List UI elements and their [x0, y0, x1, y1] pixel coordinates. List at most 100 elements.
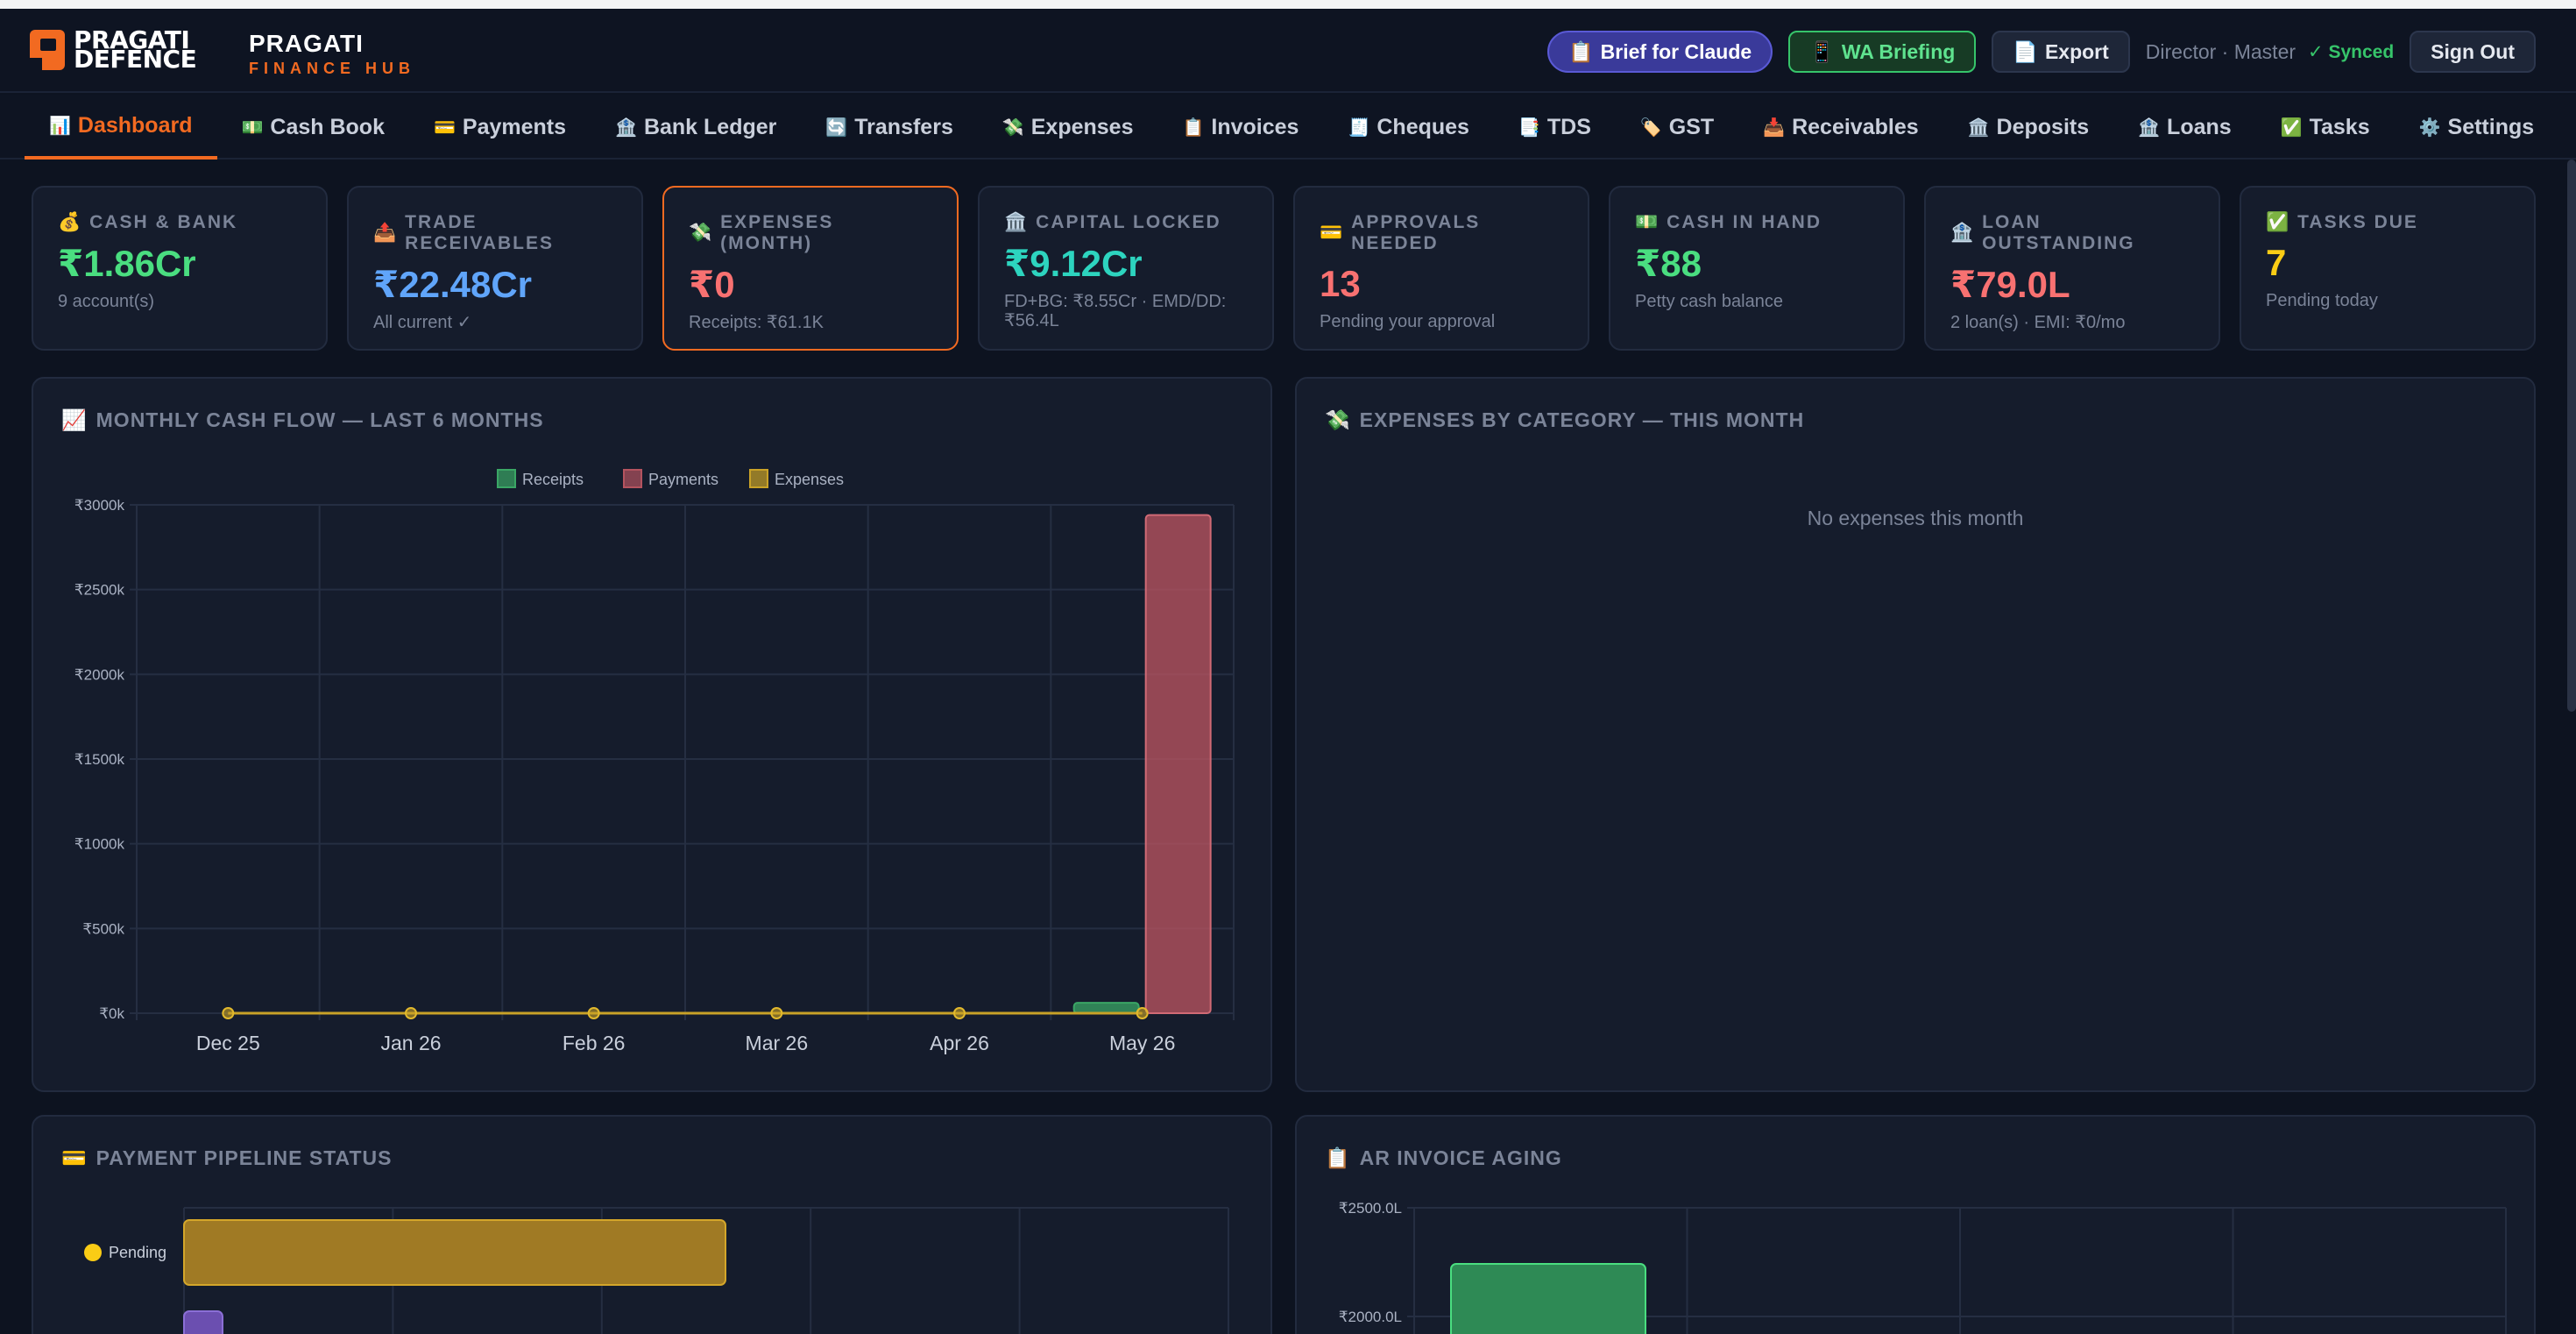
- card-expenses-month[interactable]: 💸 EXPENSES (MONTH) ₹0 Receipts: ₹61.1K: [662, 186, 959, 351]
- card-icon: 🏛️: [1004, 212, 1030, 232]
- tab-settings[interactable]: ⚙️ Settings: [2418, 114, 2535, 139]
- card-tasks-due[interactable]: ✅ TASKS DUE 7 Pending today: [2240, 186, 2536, 351]
- tab-icon: 💳: [434, 117, 456, 138]
- tab-tasks[interactable]: ✅ Tasks: [2280, 114, 2370, 139]
- card-approvals-needed[interactable]: 💳 APPROVALS NEEDED 13 Pending your approval: [1293, 186, 1589, 351]
- user-role: Director · Master: [2145, 39, 2296, 63]
- window-top-strip: [0, 0, 2576, 9]
- expenses-by-category-panel: 💸 EXPENSES BY CATEGORY — THIS MONTH No ex…: [1295, 377, 2536, 1092]
- wa-briefing-button[interactable]: 📱 WA Briefing: [1788, 31, 1977, 73]
- x-tick-label: Feb 26: [563, 1032, 626, 1054]
- point-expenses: [1136, 1007, 1149, 1019]
- card-icon: 🏦: [1950, 223, 1976, 243]
- brand-name: PRAGATI: [249, 30, 364, 57]
- tab-receivables[interactable]: 📥 Receivables: [1763, 114, 1919, 139]
- y-tick-label: ₹500k: [82, 920, 124, 937]
- card-subtext: Pending today: [2266, 291, 2378, 310]
- bar-payments: [1144, 514, 1212, 1015]
- logo-mark-icon: [30, 30, 65, 70]
- tab-cheques[interactable]: 🧾 Cheques: [1348, 114, 1469, 139]
- card-label: APPROVALS NEEDED: [1351, 212, 1481, 253]
- card-cash-bank[interactable]: 💰 CASH & BANK ₹1.86Cr 9 account(s): [32, 186, 328, 351]
- y-tick-label: ₹1500k: [74, 751, 125, 768]
- point-expenses: [770, 1007, 783, 1019]
- y-tick-label: ₹2000k: [74, 666, 125, 683]
- point-expenses: [405, 1007, 417, 1019]
- tab-icon: 💸: [1001, 117, 1024, 138]
- tab-cash-book[interactable]: 💵 Cash Book: [241, 114, 386, 139]
- card-trade-receivables[interactable]: 📤 TRADE RECEIVABLES ₹22.48Cr All current ✓: [347, 186, 643, 351]
- y-tick-label: ₹2500k: [74, 582, 125, 599]
- aging-title: AR INVOICE AGING: [1359, 1146, 1562, 1169]
- card-label: CAPITAL LOCKED: [1036, 212, 1221, 232]
- logo-line-1: PRAGATI: [74, 25, 190, 54]
- legend-label: Receipts: [522, 471, 584, 488]
- cash-flow-chart: Receipts Payments Expenses ₹0k ₹500k ₹1000k ₹1…: [74, 469, 1235, 1054]
- card-cash-in-hand[interactable]: 💵 CASH IN HAND ₹88 Petty cash balance: [1609, 186, 1905, 351]
- chart-icon: 📈: [61, 408, 88, 431]
- card-label: TRADE RECEIVABLES: [405, 212, 554, 253]
- document-icon: 📄: [2013, 39, 2038, 63]
- cash-flow-title: MONTHLY CASH FLOW — LAST 6 MONTHS: [96, 408, 544, 431]
- tab-icon: 🏛️: [1967, 117, 1990, 138]
- tab-deposits[interactable]: 🏛️ Deposits: [1967, 114, 2090, 139]
- brand-subtitle: FINANCE HUB: [249, 60, 415, 77]
- x-tick-label: Apr 26: [930, 1032, 989, 1054]
- y-tick-label: ₹2000.0L: [1339, 1309, 1402, 1325]
- export-button[interactable]: 📄 Export: [1992, 31, 2130, 73]
- tab-icon: 📥: [1763, 117, 1786, 138]
- card-icon: 📤: [373, 223, 399, 243]
- pragati-defence-logo[interactable]: PRAGATI DEFENCE: [30, 25, 197, 72]
- tab-transfers[interactable]: 🔄 Transfers: [825, 114, 953, 139]
- card-value: 7: [2266, 242, 2287, 283]
- card-icon: 💳: [61, 1146, 88, 1169]
- tab-icon: 🔄: [825, 117, 848, 138]
- card-subtext: Pending your approval: [1320, 312, 1496, 331]
- tab-icon: ⚙️: [2418, 117, 2441, 138]
- tab-icon: 🏦: [615, 117, 637, 138]
- card-subtext: Receipts: ₹61.1K: [689, 313, 824, 332]
- card-icon: 💵: [1635, 212, 1660, 232]
- brief-for-claude-button[interactable]: 📋 Brief for Claude: [1547, 31, 1773, 73]
- bar-receipts: [1072, 1002, 1140, 1014]
- tab-icon: 💵: [241, 117, 264, 138]
- tab-loans[interactable]: 🏦 Loans: [2138, 114, 2232, 139]
- y-tick-label: ₹0k: [99, 1005, 124, 1022]
- card-label: LOAN OUTSTANDING: [1982, 212, 2135, 253]
- legend-label: Payments: [648, 471, 718, 488]
- tab-expenses[interactable]: 💸 Expenses: [1001, 114, 1134, 139]
- x-tick-label: Dec 25: [196, 1032, 260, 1054]
- card-capital-locked[interactable]: 🏛️ CAPITAL LOCKED ₹9.12Cr FD+BG: ₹8.55Cr · …: [978, 186, 1274, 351]
- tab-payments[interactable]: 💳 Payments: [434, 114, 567, 139]
- tab-bank-ledger[interactable]: 🏦 Bank Ledger: [615, 114, 777, 139]
- page-scrollbar[interactable]: [2567, 160, 2576, 712]
- tab-icon: 🏷️: [1639, 117, 1662, 138]
- tab-dashboard[interactable]: 📊 Dashboard: [25, 95, 217, 160]
- ar-invoice-aging-panel: 📋 AR INVOICE AGING ₹2000.0L ₹2500.0L: [1295, 1115, 2536, 1334]
- pipeline-chart: Pending: [84, 1207, 1229, 1334]
- tab-tds[interactable]: 📑 TDS: [1518, 114, 1591, 139]
- money-icon: 💸: [1325, 408, 1351, 431]
- x-tick-label: Jan 26: [380, 1032, 441, 1054]
- bar-second: [183, 1310, 223, 1334]
- y-tick-label: ₹1000k: [74, 836, 125, 853]
- stat-cards: 💰 CASH & BANK ₹1.86Cr 9 account(s) 📤 TRADE RE…: [32, 186, 2536, 351]
- card-label: TASKS DUE: [2297, 212, 2418, 232]
- y-tick-label: Pending: [109, 1244, 166, 1261]
- point-expenses: [222, 1007, 235, 1019]
- tab-gst[interactable]: 🏷️ GST: [1639, 114, 1715, 139]
- x-tick-label: May 26: [1109, 1032, 1175, 1054]
- tab-icon: 📊: [49, 116, 71, 136]
- legend-swatch: [623, 469, 642, 488]
- tab-icon: 📋: [1182, 117, 1205, 138]
- card-icon: 💳: [1320, 223, 1345, 243]
- sync-status: ✓ Synced: [2308, 41, 2395, 62]
- card-icon: 💰: [58, 212, 83, 232]
- card-loan-outstanding[interactable]: 🏦 LOAN OUTSTANDING ₹79.0L 2 loan(s) · EMI: …: [1924, 186, 2220, 351]
- card-subtext: Petty cash balance: [1635, 292, 1783, 311]
- card-subtext: 9 account(s): [58, 292, 155, 311]
- sign-out-button[interactable]: Sign Out: [2410, 31, 2536, 73]
- card-icon: 💸: [689, 223, 714, 243]
- app-header: PRAGATI DEFENCE PRAGATI FINANCE HUB 📋 Bri…: [0, 9, 2576, 93]
- tab-invoices[interactable]: 📋 Invoices: [1182, 114, 1299, 139]
